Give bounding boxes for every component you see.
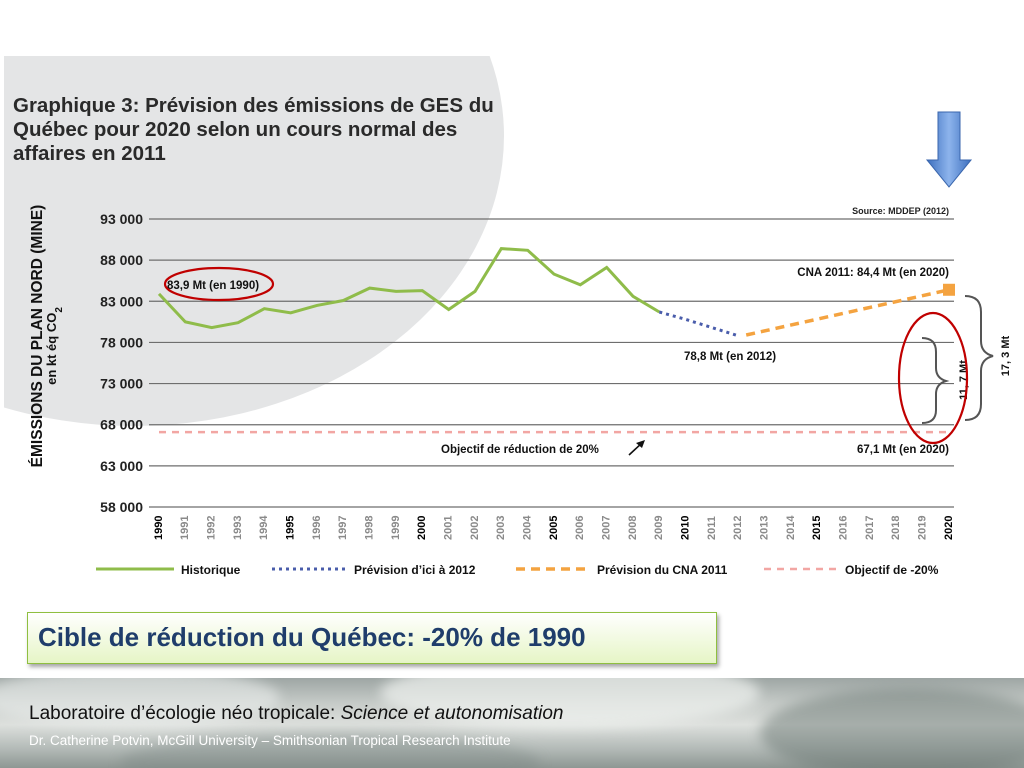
- footer-author: Dr. Catherine Potvin, McGill University …: [29, 733, 511, 748]
- footer-title: Laboratoire d’écologie néo tropicale: Sc…: [29, 703, 563, 725]
- footer: Laboratoire d’écologie néo tropicale: Sc…: [0, 678, 1024, 768]
- brace-small: [921, 337, 950, 424]
- x-tick-label: 1999: [390, 516, 402, 540]
- y-tick-label: 63 000: [100, 458, 143, 474]
- x-tick-label: 2014: [785, 515, 797, 540]
- chart: 58 000 63 000 68 000 73 000 78 000 83 000 88 0…: [29, 205, 1012, 577]
- x-tick-label: 2007: [601, 516, 613, 540]
- annotation-cna: CNA 2011: 84,4 Mt (en 2020): [797, 267, 949, 279]
- gap-large-label: 17, 3 Mt: [1000, 335, 1012, 376]
- highlight-ellipse-1990: [163, 266, 275, 302]
- x-tick-label: 2013: [759, 516, 771, 540]
- series-prevision-cna: [745, 288, 950, 337]
- x-tick-label: 1992: [206, 516, 218, 540]
- x-tick-label: 1993: [232, 516, 244, 540]
- target-text: Cible de réduction du Québec: -20% de 19…: [38, 622, 586, 652]
- y-tick-label: 78 000: [100, 334, 143, 350]
- x-tick-label: 2008: [627, 516, 639, 540]
- x-tick-label: 2001: [443, 516, 455, 540]
- x-tick-label: 2017: [864, 516, 876, 540]
- brace-large: [964, 295, 994, 421]
- x-tick-label: 1998: [364, 516, 376, 540]
- x-tick-label: 2005: [548, 516, 560, 540]
- y-tick-label: 83 000: [100, 293, 143, 309]
- legend-label: Historique: [181, 563, 241, 577]
- source-label: Source: MDDEP (2012): [852, 206, 949, 216]
- legend-label: Prévision du CNA 2011: [597, 563, 728, 577]
- x-tick-label: 2009: [653, 516, 665, 540]
- x-tick-label: 2016: [838, 516, 850, 540]
- x-tick-label: 2002: [469, 516, 481, 540]
- cna-2020-marker: [943, 283, 955, 296]
- x-tick-label: 1991: [179, 516, 191, 540]
- annotation-objectif: Objectif de réduction de 20%: [441, 444, 599, 456]
- down-arrow-icon: [925, 111, 973, 188]
- gap-small-label: 11, 7 Mt: [958, 360, 970, 400]
- x-tick-label: 1997: [337, 516, 349, 540]
- x-tick-label: 2006: [574, 516, 586, 540]
- x-tick-label: 1990: [153, 516, 165, 540]
- series-historique: [157, 247, 661, 330]
- y-tick-label: 68 000: [100, 417, 143, 433]
- x-tick-label: 2020: [943, 516, 955, 540]
- x-tick-label: 2018: [890, 516, 902, 540]
- footer-title-italic: Science et autonomisation: [340, 703, 564, 724]
- y-tick-label: 73 000: [100, 376, 143, 392]
- x-tick-label: 1994: [258, 515, 270, 540]
- x-tick-label: 1995: [285, 516, 297, 540]
- y-tick-label: 58 000: [100, 499, 143, 515]
- target-callout: Cible de réduction du Québec: -20% de 19…: [27, 612, 717, 664]
- annotation-objectif-2020: 67,1 Mt (en 2020): [857, 444, 949, 456]
- x-tick-label: 2003: [495, 516, 507, 540]
- footer-title-prefix: Laboratoire d’écologie néo tropicale:: [29, 703, 341, 724]
- x-tick-label: 2019: [917, 516, 929, 540]
- annotation-1990: 83,9 Mt (en 1990): [167, 280, 259, 292]
- y-tick-label: 93 000: [100, 211, 143, 227]
- chart-title: Graphique 3: Prévision des émissions de …: [13, 94, 494, 165]
- y-axis-unit: en kt éq CO2: [44, 307, 65, 385]
- x-tick-label: 2000: [416, 516, 428, 540]
- y-axis-title: ÉMISSIONS DU PLAN NORD (MINE): [29, 205, 46, 468]
- highlight-ellipse-gap: [897, 311, 969, 445]
- x-tick-label: 1996: [311, 516, 323, 540]
- x-tick-label: 2015: [811, 516, 823, 540]
- x-tick-label: 2011: [706, 516, 718, 540]
- annotation-2012: 78,8 Mt (en 2012): [684, 351, 776, 363]
- legend-label: Objectif de -20%: [845, 563, 939, 577]
- x-tick-label: 2004: [522, 515, 534, 540]
- x-tick-label: 2010: [680, 516, 692, 540]
- legend-label: Prévision d’ici à 2012: [354, 563, 476, 577]
- objectif-pointer-head: [636, 440, 645, 448]
- chart-panel: Graphique 3: Prévision des émissions de …: [4, 56, 1022, 586]
- series-prevision-2012: [658, 310, 739, 338]
- x-tick-label: 2012: [732, 516, 744, 540]
- y-tick-label: 88 000: [100, 252, 143, 268]
